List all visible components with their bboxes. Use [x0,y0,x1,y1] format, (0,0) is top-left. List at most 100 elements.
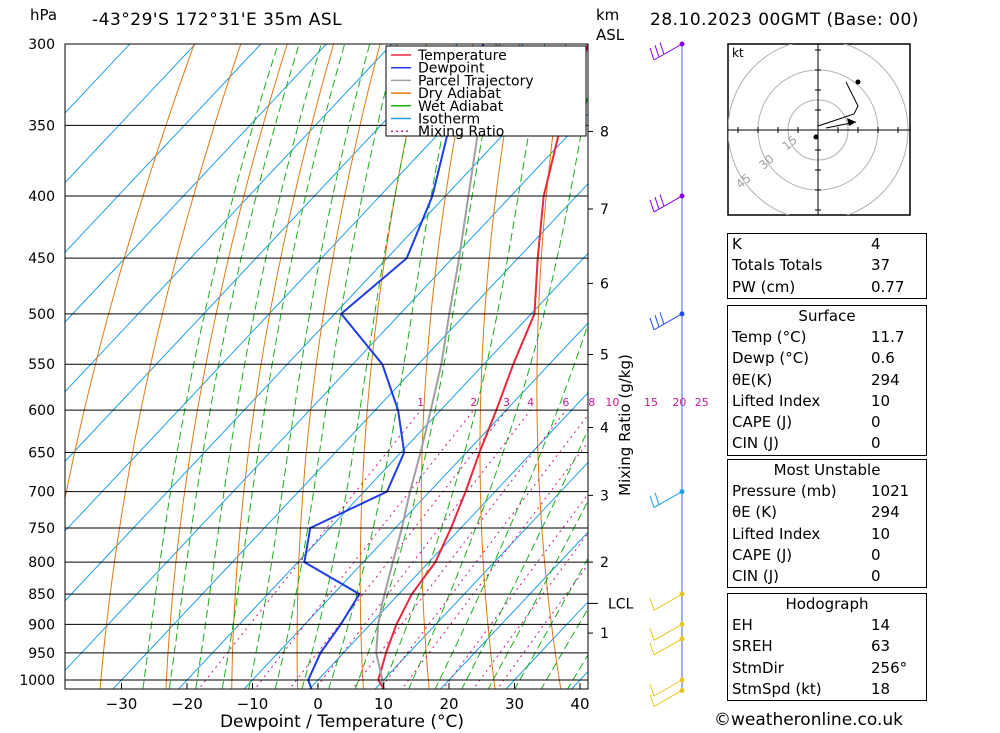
dry-adiabat-line [65,44,195,502]
isotherm-line [65,44,588,602]
wind-barb [649,636,685,656]
hpa-unit-label: hPa [30,6,57,24]
dry-adiabat-line [231,44,335,689]
km-tick-label: 1 [600,626,609,642]
pressure-tick-label: 350 [28,118,55,134]
temperature-line [377,44,588,689]
x-tick-label: −30 [106,695,138,713]
pressure-tick-label: 300 [28,37,55,53]
pressure-tick-label: 500 [28,307,55,323]
wet-adiabat-line [195,44,322,689]
km-tick-label: 8 [600,124,609,140]
dry-adiabat-line [479,44,520,689]
mixing-ratio-line [254,409,475,689]
legend-label: Isotherm [418,112,480,128]
km-tick-label: 3 [600,488,609,504]
legend-label: Parcel Trajectory [418,73,534,89]
dry-adiabat-line [936,26,1000,701]
legend-label: Mixing Ratio [418,124,504,140]
dry-adiabat-line [99,44,242,689]
x-tick-label: 10 [374,695,393,713]
wet-adiabat-line [434,322,588,689]
copyright[interactable]: ©weatheronline.co.uk [714,710,904,730]
dry-adiabat-line [420,44,474,689]
isotherm-line [65,44,262,254]
pressure-tick-label: 650 [28,445,55,461]
dry-adiabat-line [536,44,567,689]
wet-adiabat-line [408,90,588,689]
x-tick-label: 40 [570,695,589,713]
wind-barb [649,489,685,509]
dewpoint-line [303,44,485,689]
km-tick-label: 4 [600,420,609,436]
wet-adiabat-line [301,44,428,689]
mixing-ratio-label: 1 [417,396,424,409]
mixing-ratio-line [288,409,507,689]
isotherm-line [243,322,588,689]
x-tick-label: −10 [237,695,269,713]
wet-adiabat-line [274,44,398,689]
pressure-tick-label: 400 [28,189,55,205]
pressure-tick-label: 1000 [19,673,55,689]
pressure-tick-label: 750 [28,521,55,537]
parcel-trajectory-line [375,44,498,689]
hodograph-table: Hodograph EH 14 SREH 63 StmDir 256° StmSpd … [727,593,927,702]
mixing-ratio-label: 6 [562,396,569,409]
dry-adiabat-line [359,44,427,689]
wind-barb [649,621,685,641]
mixing-ratio-label: 4 [527,396,534,409]
wind-barb [649,311,685,331]
isotherm-line [65,44,524,532]
pressure-tick-label: 800 [28,555,55,571]
dry-adiabat-line [296,44,381,689]
wind-barb [649,677,685,697]
legend-label: Wet Adiabat [418,99,504,115]
wet-adiabat-line [142,44,279,689]
wet-adiabat-line [354,44,501,689]
wet-adiabat-line [514,557,588,689]
asl-unit-label: ASL [596,26,625,44]
isotherm-line [439,531,588,689]
mixing-ratio-line [351,409,567,689]
hodograph-storm-point [813,134,819,140]
wind-barb [649,193,685,213]
dry-adiabat-line [982,26,1000,701]
hodograph-title: Hodograph [785,595,869,613]
wet-adiabat-line [381,44,546,689]
isotherm-line [112,182,588,689]
km-tick-label: 2 [600,555,609,571]
datetime-title: 28.10.2023 00GMT (Base: 00) [650,10,919,30]
legend-label: Temperature [417,48,507,64]
km-tick-label: 6 [600,276,609,292]
km-tick-label: 7 [600,202,609,218]
mixing-ratio-label: 3 [503,396,510,409]
mixing-ratio-line [442,493,588,689]
mixing-ratio-label: 20 [672,396,686,409]
wet-adiabat-line [328,44,462,689]
wind-barb [649,591,685,611]
isotherm-line [65,44,458,463]
plot-frame [64,43,589,690]
isotherm-line [65,44,196,184]
location-title: -43°29'S 172°31'E 35m ASL [92,10,343,30]
km-tick-label: 5 [600,347,609,363]
isotherm-line [65,44,327,323]
mixing-ratio-line [314,409,531,689]
dry-adiabat-line [165,44,288,689]
most-unstable-table: Most Unstable Pressure (mb) 1021 θE (K) 29… [727,459,927,589]
x-tick-label: 20 [439,695,458,713]
wet-adiabat-line [168,44,300,689]
pressure-tick-label: 850 [28,587,55,603]
pressure-tick-label: 450 [28,251,55,267]
x-tick-label: −20 [171,695,203,713]
legend-label: Dry Adiabat [418,86,501,102]
most-unstable-title: Most Unstable [773,461,881,479]
pressure-tick-label: 950 [28,646,55,662]
mixing-ratio-axis-title: Mixing Ratio (g/kg) [616,354,634,496]
x-axis-title: Dewpoint / Temperature (°C) [220,712,464,732]
mixing-ratio-line [379,414,588,689]
